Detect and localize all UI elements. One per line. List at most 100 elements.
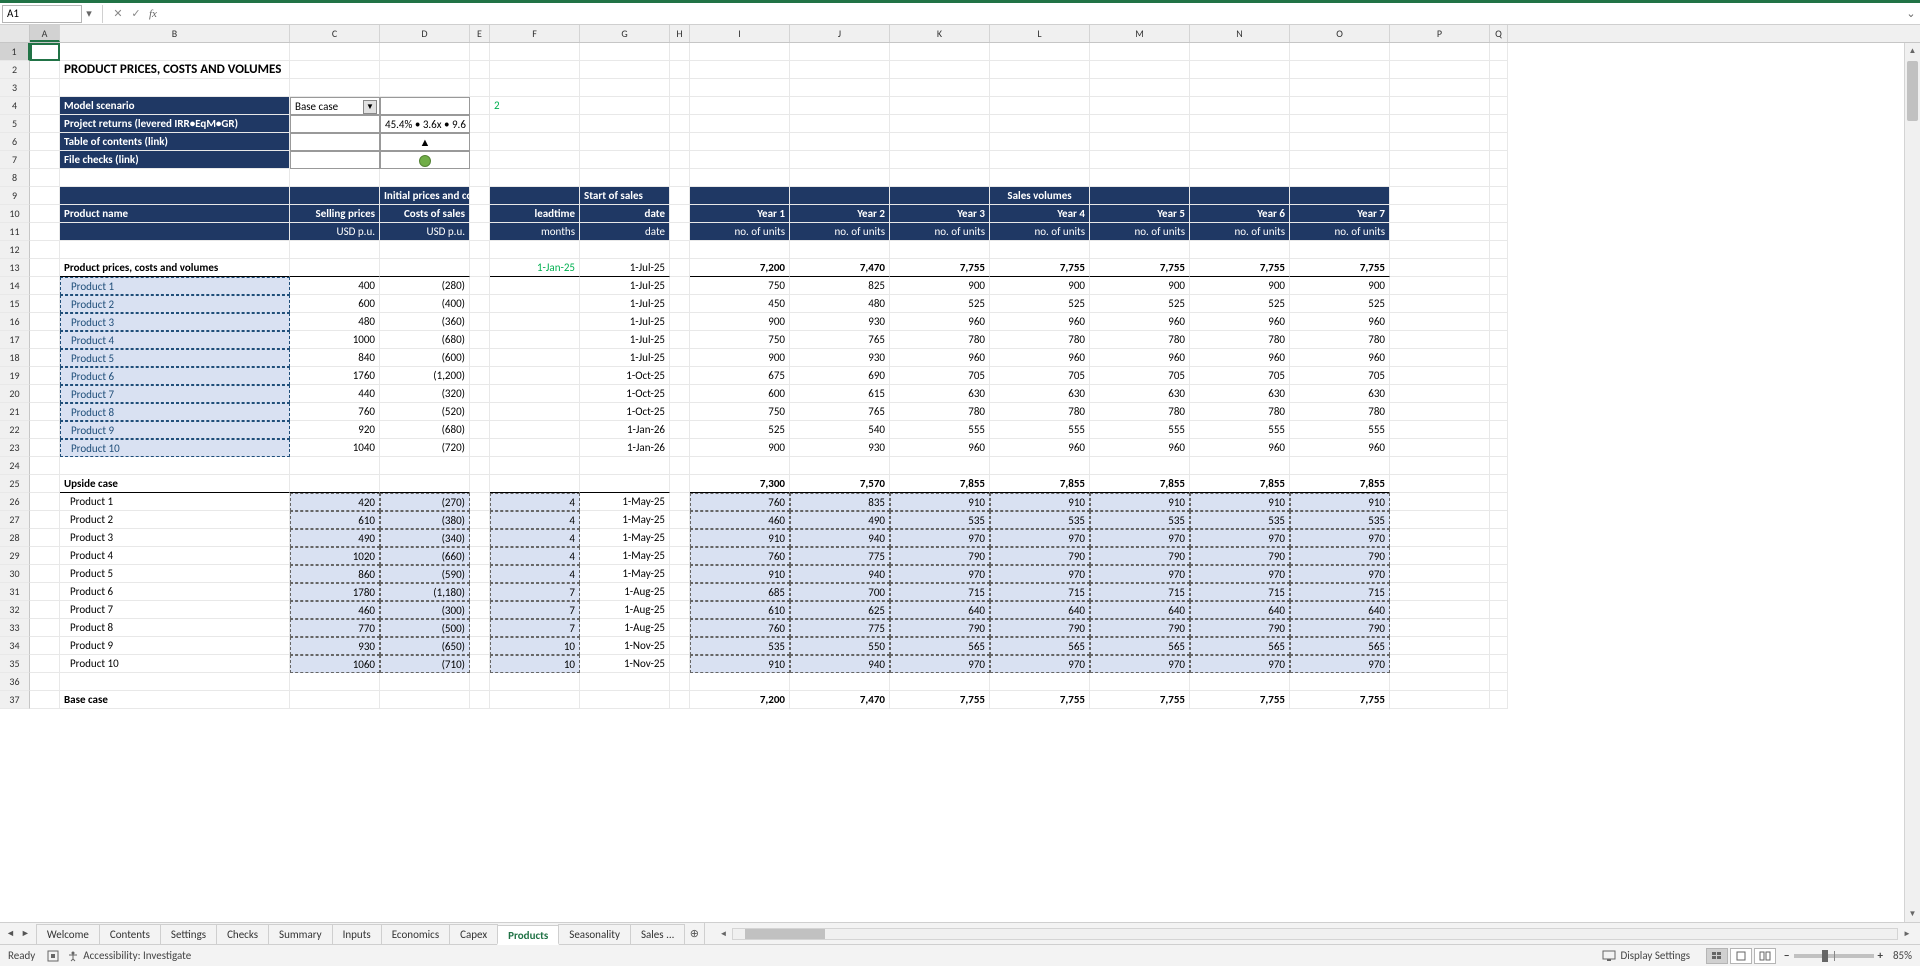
cell[interactable] (1290, 115, 1390, 133)
cell[interactable] (290, 151, 380, 169)
cell[interactable] (1390, 241, 1490, 259)
formula-input[interactable] (161, 5, 1904, 23)
cell[interactable] (30, 349, 60, 367)
cell[interactable]: 480 (290, 313, 380, 331)
cell[interactable] (290, 475, 380, 493)
hscroll-thumb[interactable] (745, 929, 825, 939)
cell[interactable] (580, 673, 670, 691)
cell[interactable] (1390, 223, 1490, 241)
cell[interactable]: 555 (890, 421, 990, 439)
cell[interactable] (670, 565, 690, 583)
cell[interactable] (890, 133, 990, 151)
cell[interactable] (1490, 619, 1508, 637)
cell[interactable] (1390, 421, 1490, 439)
cell[interactable] (1390, 349, 1490, 367)
cell[interactable] (490, 313, 580, 331)
cell[interactable] (1390, 169, 1490, 187)
cell[interactable] (1290, 79, 1390, 97)
cell[interactable] (490, 457, 580, 475)
cell[interactable] (670, 115, 690, 133)
cell[interactable] (470, 475, 490, 493)
cell[interactable]: 1-Jul-25 (580, 295, 670, 313)
cell[interactable]: 900 (690, 439, 790, 457)
cell[interactable] (30, 655, 60, 673)
cell[interactable]: 535 (1190, 511, 1290, 529)
cell[interactable]: 7,570 (790, 475, 890, 493)
cell[interactable] (670, 673, 690, 691)
cell[interactable] (1190, 241, 1290, 259)
cell[interactable]: 780 (990, 331, 1090, 349)
cell[interactable]: 555 (1290, 421, 1390, 439)
cell[interactable]: 10 (490, 655, 580, 673)
row-header[interactable]: 26 (0, 493, 30, 511)
cell[interactable]: 1-Jan-26 (580, 421, 670, 439)
cell[interactable]: 860 (290, 565, 380, 583)
cell[interactable] (490, 691, 580, 709)
cell[interactable]: Table of contents (link) (60, 133, 290, 151)
cell[interactable] (470, 259, 490, 277)
cell[interactable] (1390, 115, 1490, 133)
cell[interactable] (1190, 151, 1290, 169)
cell[interactable] (1390, 511, 1490, 529)
row-header[interactable]: 11 (0, 223, 30, 241)
cell[interactable]: 760 (690, 619, 790, 637)
cell[interactable]: Product 7 (60, 601, 290, 619)
cell[interactable] (1390, 673, 1490, 691)
zoom-out-icon[interactable]: − (1784, 949, 1789, 962)
cell[interactable]: (380) (380, 511, 470, 529)
cell[interactable] (670, 295, 690, 313)
cell[interactable] (690, 97, 790, 115)
cell[interactable]: 910 (690, 655, 790, 673)
cell[interactable]: (660) (380, 547, 470, 565)
cell[interactable]: 765 (790, 403, 890, 421)
cell[interactable]: 780 (1290, 403, 1390, 421)
cell[interactable] (290, 169, 380, 187)
column-header-N[interactable]: N (1190, 25, 1290, 42)
cell[interactable] (1490, 439, 1508, 457)
new-sheet-icon[interactable]: ⊕ (684, 927, 704, 940)
cell[interactable] (1390, 385, 1490, 403)
cell[interactable]: 7,300 (690, 475, 790, 493)
cell[interactable] (670, 223, 690, 241)
cell[interactable] (1090, 169, 1190, 187)
cell[interactable]: Year 7 (1290, 205, 1390, 223)
cell[interactable] (30, 691, 60, 709)
cell[interactable]: Product 9 (60, 637, 290, 655)
sheet-tab-sales-[interactable]: Sales ... (630, 924, 685, 944)
cell[interactable] (30, 367, 60, 385)
row-header[interactable]: 29 (0, 547, 30, 565)
cell[interactable] (470, 565, 490, 583)
cell[interactable]: 970 (1190, 529, 1290, 547)
column-header-P[interactable]: P (1390, 25, 1490, 42)
column-header-G[interactable]: G (580, 25, 670, 42)
cell[interactable] (890, 115, 990, 133)
cell[interactable]: 910 (690, 529, 790, 547)
cell[interactable]: ▲ (380, 133, 470, 151)
cell[interactable]: (400) (380, 295, 470, 313)
cell[interactable] (1490, 43, 1508, 61)
cell[interactable]: Product 4 (60, 547, 290, 565)
sheet-tab-settings[interactable]: Settings (160, 924, 217, 944)
cell[interactable] (790, 151, 890, 169)
cell[interactable]: 610 (290, 511, 380, 529)
cell[interactable]: 1060 (290, 655, 380, 673)
cell[interactable] (1090, 79, 1190, 97)
cell[interactable] (490, 385, 580, 403)
row-header[interactable]: 20 (0, 385, 30, 403)
cell[interactable] (290, 61, 380, 79)
cell[interactable] (690, 241, 790, 259)
cell[interactable]: 900 (990, 277, 1090, 295)
cell[interactable]: 535 (690, 637, 790, 655)
cell[interactable]: 780 (1290, 331, 1390, 349)
cell[interactable]: 970 (1290, 529, 1390, 547)
cell[interactable]: 940 (790, 655, 890, 673)
sheet-tab-products[interactable]: Products (497, 925, 559, 945)
cell[interactable]: 490 (290, 529, 380, 547)
cell[interactable] (380, 151, 470, 169)
cell[interactable]: date (580, 205, 670, 223)
cell[interactable] (670, 259, 690, 277)
cell[interactable]: USD p.u. (290, 223, 380, 241)
cell[interactable] (990, 241, 1090, 259)
column-header-B[interactable]: B (60, 25, 290, 42)
grid-body[interactable]: 12PRODUCT PRICES, COSTS AND VOLUMES34Mod… (0, 43, 1920, 922)
